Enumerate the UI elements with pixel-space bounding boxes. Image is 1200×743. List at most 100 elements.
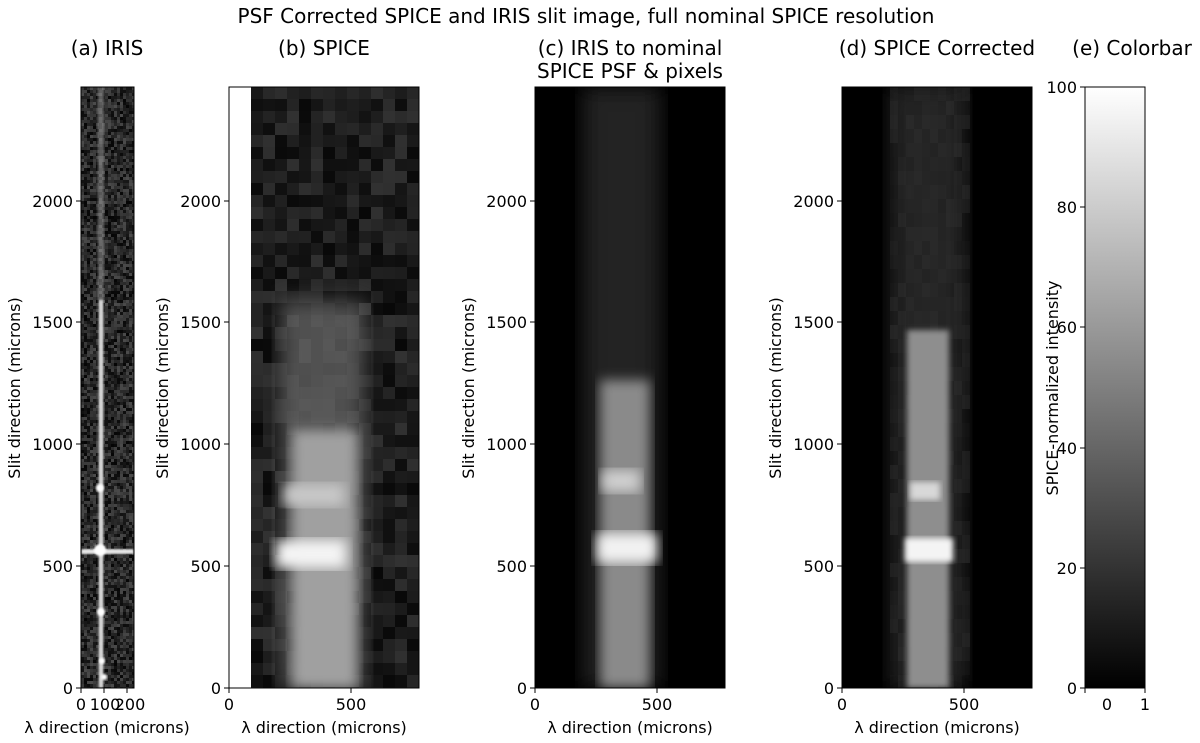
panel-a-noise-px-301 [120, 135, 123, 138]
panel-a-noise-px-1134 [81, 276, 84, 279]
panel-a-noise-px-1751 [96, 378, 99, 381]
panel-b-noise-px-406 [251, 435, 263, 447]
panel-a-noise-px-2145 [90, 444, 93, 447]
panel-a-noise-px-2577 [90, 516, 93, 519]
panel-a-noise-px-3267 [108, 630, 111, 633]
panel-a-noise-px-2556 [81, 513, 84, 516]
panel-b-noise-px-349 [407, 375, 419, 387]
panel-a-noise-px-325 [84, 141, 87, 144]
panel-a-noise-px-1323 [108, 306, 111, 309]
panel-a-noise-px-2345 [96, 477, 99, 480]
panel-b-noise-px-556 [371, 555, 383, 567]
panel-a-noise-px-1313 [132, 303, 134, 306]
panel-a-noise-px-933 [126, 240, 129, 243]
panel-a-noise-px-489 [90, 168, 93, 171]
panel-a-noise-px-497 [114, 168, 117, 171]
panel-a-noise-px-453 [90, 162, 93, 165]
panel-a-noise-px-2925 [108, 573, 111, 576]
panel-b-noise-px-392 [251, 423, 263, 435]
panel-a-noise-px-629 [132, 189, 134, 192]
panel-a-noise-px-1016 [105, 255, 108, 258]
panel-a-noise-px-881 [132, 231, 134, 234]
panel-a-noise-px-1077 [126, 264, 129, 267]
panel-a-noise-px-3528 [81, 675, 84, 678]
panel-b-noise-px-153 [407, 207, 419, 219]
panel-a-noise-px-3203 [132, 618, 134, 621]
panel-b-noise-px-225 [263, 279, 275, 291]
panel-a-noise-px-2644 [129, 525, 132, 528]
panel-a-noise-px-791 [132, 216, 134, 219]
panel-a-noise-px-519 [126, 171, 129, 174]
panel-a-noise-px-2932 [129, 573, 132, 576]
panel-a-noise-px-3144 [117, 609, 120, 612]
panel-b-noise-px-514 [371, 519, 383, 531]
panel-b-noise-px-668 [371, 651, 383, 663]
panel-a-noise-px-2265 [126, 462, 129, 465]
panel-a-noise-px-3239 [132, 624, 134, 627]
panel-a-noise-px-2894 [123, 567, 126, 570]
panel-a-noise-px-2568 [117, 513, 120, 516]
panel-a-line-core [99, 300, 103, 688]
panel-b-noise-px-588 [251, 591, 263, 603]
panel-a-noise-px-1802 [87, 387, 90, 390]
panel-b-noise-px-164 [371, 219, 383, 231]
panel-b-noise-px-195 [407, 243, 419, 255]
panel-a-noise-px-468 [81, 165, 84, 168]
panel-a-noise-px-2121 [126, 438, 129, 441]
panel-a-noise-px-2917 [84, 573, 87, 576]
panel-a-noise-px-957 [90, 246, 93, 249]
panel-b-noise-px-26 [395, 99, 407, 111]
panel-a-noise-px-3232 [111, 624, 114, 627]
panel-a-noise-px-1044 [81, 261, 84, 264]
panel-a-noise-px-802 [111, 219, 114, 222]
panel-a-noise-px-2864 [87, 564, 90, 567]
panel-a-noise-px-2836 [111, 558, 114, 561]
panel-a-noise-px-3143 [114, 609, 117, 612]
panel-b-noise-px-16 [275, 99, 287, 111]
panel-a-noise-px-213 [126, 120, 129, 123]
panel-a-noise-px-3187 [84, 618, 87, 621]
panel-b-noise-px-281 [263, 327, 275, 339]
panel-a-noise-px-1921 [120, 405, 123, 408]
panel-a-noise-px-89 [132, 99, 134, 102]
panel-a-noise-px-2330 [105, 474, 108, 477]
panel-b-noise-px-220 [371, 267, 383, 279]
panel-a-noise-px-1111 [120, 270, 123, 273]
panel-a-noise-px-2956 [93, 579, 96, 582]
panel-a-noise-px-3578 [123, 681, 126, 684]
panel-a-noise-px-2619 [108, 522, 111, 525]
panel-a-noise-px-1740 [117, 375, 120, 378]
panel-a-noise-px-939 [90, 243, 93, 246]
panel-a-noise-px-557 [132, 177, 134, 180]
panel-b-xlabel: λ direction (microns) [241, 718, 407, 737]
panel-a-noise-px-2758 [93, 546, 96, 549]
panel-b-noise-px-391 [407, 411, 419, 423]
panel-a-noise-px-148 [93, 111, 96, 114]
panel-a-noise-px-1985 [96, 417, 99, 420]
panel-a-noise-px-1493 [132, 333, 134, 336]
panel-a-noise-px-3136 [93, 609, 96, 612]
panel-a-noise-px-765 [108, 213, 111, 216]
panel-a-noise-px-491 [96, 168, 99, 171]
panel-a-noise-px-2839 [120, 558, 123, 561]
panel-a-noise-px-498 [117, 168, 120, 171]
panel-b-noise-px-174 [323, 231, 335, 243]
panel-a-noise-px-2915 [132, 570, 134, 573]
panel-a-noise-px-3268 [111, 630, 114, 633]
panel-a-noise-px-2006 [105, 420, 108, 423]
panel-a-noise-px-1246 [93, 294, 96, 297]
panel-a-noise-px-1830 [117, 390, 120, 393]
panel-a-noise-px-2870 [105, 564, 108, 567]
panel-a-noise-px-2546 [105, 510, 108, 513]
panel-a-noise-px-525 [90, 174, 93, 177]
panel-b-noise-px-76 [323, 147, 335, 159]
panel-a-noise-px-824 [123, 222, 126, 225]
panel-a-noise-px-67 [120, 96, 123, 99]
panel-a-noise-px-568 [111, 180, 114, 183]
panel-b-noise-px-684 [395, 663, 407, 675]
panel-b-noise-px-418 [395, 435, 407, 447]
panel-b-noise-px-346 [371, 375, 383, 387]
panel-a-noise-px-2834 [105, 558, 108, 561]
panel-a-noise-px-2828 [87, 558, 90, 561]
panel-a-noise-px-3295 [84, 636, 87, 639]
